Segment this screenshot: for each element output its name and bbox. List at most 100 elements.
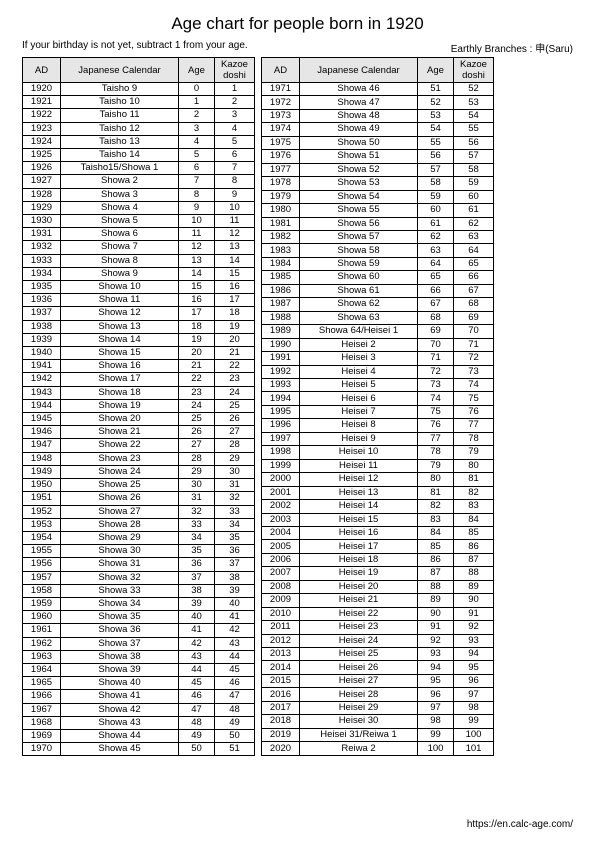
table-cell: 1962 [23,637,61,650]
table-cell: Showa 57 [300,230,418,243]
table-cell: 1942 [23,373,61,386]
table-cell: 76 [418,419,454,432]
table-cell: 75 [454,392,494,405]
table-cell: Heisei 27 [300,674,418,687]
table-cell: 37 [179,571,215,584]
table-cell: 31 [215,479,255,492]
table-row: 1923Taisho 1234 [23,122,255,135]
table-cell: 81 [418,486,454,499]
table-cell: Taisho15/Showa 1 [61,162,179,175]
table-cell: Showa 25 [61,479,179,492]
table-row: 1927Showa 278 [23,175,255,188]
table-row: 1972Showa 475253 [262,96,494,109]
col-age: Age [179,58,215,83]
table-cell: 45 [179,677,215,690]
table-cell: 92 [454,621,494,634]
table-cell: Showa 40 [61,677,179,690]
table-row: 1946Showa 212627 [23,426,255,439]
table-cell: 85 [454,526,494,539]
table-cell: 2015 [262,674,300,687]
table-cell: 2012 [262,634,300,647]
table-cell: 2020 [262,742,300,756]
table-cell: 43 [215,637,255,650]
table-cell: 64 [418,257,454,270]
table-cell: 14 [215,254,255,267]
table-cell: 15 [179,281,215,294]
table-cell: 20 [179,347,215,360]
table-cell: 61 [454,204,494,217]
table-cell: Showa 54 [300,190,418,203]
table-row: 2007Heisei 198788 [262,567,494,580]
table-cell: 9 [215,188,255,201]
table-row: 1921Taisho 1012 [23,96,255,109]
table-cell: 1949 [23,465,61,478]
table-cell: 33 [179,518,215,531]
table-cell: 1992 [262,365,300,378]
table-row: 2000Heisei 128081 [262,473,494,486]
table-cell: Showa 27 [61,505,179,518]
table-cell: 44 [179,663,215,676]
table-cell: 67 [454,284,494,297]
table-cell: 5 [179,149,215,162]
table-cell: 1988 [262,311,300,324]
table-cell: Heisei 13 [300,486,418,499]
table-cell: 1985 [262,271,300,284]
table-row: 2017Heisei 299798 [262,701,494,714]
table-cell: 1954 [23,531,61,544]
table-cell: 1945 [23,413,61,426]
table-cell: 2009 [262,594,300,607]
table-cell: 93 [418,648,454,661]
table-row: 1933Showa 81314 [23,254,255,267]
table-row: 1944Showa 192425 [23,399,255,412]
table-cell: 70 [418,338,454,351]
table-cell: Showa 33 [61,584,179,597]
table-row: 1995Heisei 77576 [262,405,494,418]
table-cell: 2018 [262,715,300,728]
table-cell: 1941 [23,360,61,373]
table-cell: Showa 51 [300,150,418,163]
table-cell: 1970 [23,743,61,756]
table-cell: 43 [179,650,215,663]
table-cell: 25 [215,399,255,412]
table-cell: Heisei 15 [300,513,418,526]
table-cell: 28 [179,452,215,465]
table-cell: 1922 [23,109,61,122]
table-cell: 46 [215,677,255,690]
table-cell: Showa 6 [61,228,179,241]
table-row: 1935Showa 101516 [23,281,255,294]
table-cell: Showa 52 [300,163,418,176]
table-cell: 1930 [23,215,61,228]
table-cell: 2014 [262,661,300,674]
table-row: 1941Showa 162122 [23,360,255,373]
table-row: 1979Showa 545960 [262,190,494,203]
table-cell: Showa 46 [300,83,418,96]
table-cell: 58 [418,177,454,190]
table-row: 1932Showa 71213 [23,241,255,254]
table-cell: 57 [418,163,454,176]
table-cell: 5 [215,135,255,148]
table-cell: Showa 41 [61,690,179,703]
table-row: 2005Heisei 178586 [262,540,494,553]
table-cell: 100 [418,742,454,756]
table-cell: Showa 26 [61,492,179,505]
table-cell: 54 [454,109,494,122]
table-cell: Heisei 24 [300,634,418,647]
table-row: 1934Showa 91415 [23,267,255,280]
table-row: 2002Heisei 148283 [262,500,494,513]
table-cell: 41 [179,624,215,637]
table-cell: Showa 42 [61,703,179,716]
table-cell: 93 [454,634,494,647]
table-row: 1997Heisei 97778 [262,432,494,445]
table-row: 1968Showa 434849 [23,716,255,729]
table-cell: 2 [179,109,215,122]
table-cell: 78 [454,432,494,445]
table-row: 2011Heisei 239192 [262,621,494,634]
table-cell: 42 [215,624,255,637]
col-kazoe: Kazoedoshi [454,58,494,83]
table-cell: 1960 [23,611,61,624]
table-cell: 76 [454,405,494,418]
table-cell: 63 [418,244,454,257]
table-cell: 40 [215,597,255,610]
table-cell: 2002 [262,500,300,513]
table-row: 1924Taisho 1345 [23,135,255,148]
